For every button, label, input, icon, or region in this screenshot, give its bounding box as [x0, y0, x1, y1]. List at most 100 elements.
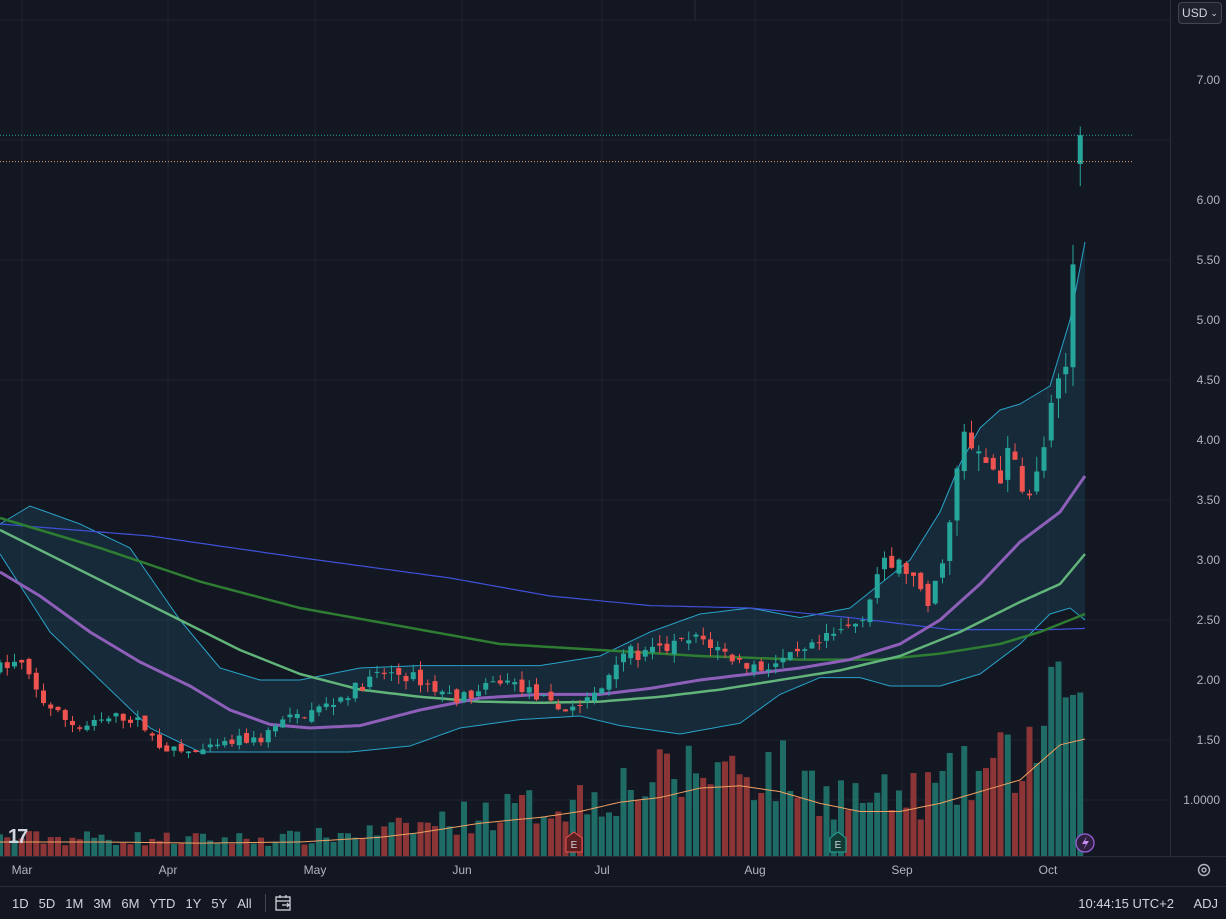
price-axis[interactable]: 7.00 6.00 5.50 5.00 4.50 4.00 3.50 3.00 2.50 2.00…: [1170, 0, 1226, 856]
candle-body: [787, 652, 793, 660]
range-button-1m[interactable]: 1M: [65, 895, 84, 911]
volume-bar: [395, 817, 402, 856]
clock-readout[interactable]: 10:44:15 UTC+2: [1078, 896, 1174, 911]
candle-body: [671, 640, 677, 655]
candle-body: [178, 743, 184, 752]
candle-body: [693, 634, 699, 637]
candle-body: [932, 580, 938, 604]
candle-body: [628, 646, 634, 659]
time-tick-label: Apr: [158, 863, 178, 877]
volume-bar: [142, 845, 148, 856]
volume-bar: [1070, 694, 1076, 856]
calendar-goto-date-icon[interactable]: [274, 894, 294, 912]
volume-bar: [105, 839, 112, 856]
volume-bar: [468, 833, 475, 856]
volume-bar: [751, 800, 757, 856]
volume-bar: [0, 834, 3, 856]
volume-bar: [961, 745, 968, 856]
volume-bar: [816, 815, 823, 856]
volume-bar: [11, 840, 18, 856]
range-button-1d[interactable]: 1D: [12, 895, 29, 911]
candle-body: [251, 737, 257, 743]
range-button-1y[interactable]: 1Y: [185, 895, 202, 911]
volume-bar: [620, 767, 627, 856]
candle-body: [418, 669, 423, 686]
currency-selector[interactable]: USD ⌄: [1178, 2, 1222, 24]
range-button-5d[interactable]: 5D: [38, 895, 56, 911]
ma-light-green-line: [0, 528, 1086, 705]
chart-grid: [0, 0, 1170, 856]
volume-bar: [1012, 792, 1018, 856]
volume-bar: [497, 822, 504, 856]
candle-body: [657, 643, 663, 646]
candle-body: [1048, 402, 1054, 441]
volume-bar: [765, 751, 772, 856]
volume-bar: [359, 838, 366, 856]
volume-bar: [120, 842, 127, 856]
range-buttons: 1D 5D 1M 3M 6M YTD 1Y 5Y All: [0, 896, 257, 911]
band-fill: [0, 242, 1085, 752]
volume-bar: [714, 762, 721, 856]
earnings-marker[interactable]: E: [565, 831, 583, 853]
candle-body: [77, 727, 83, 729]
volume-bar: [330, 841, 337, 856]
volume-bar: [678, 796, 685, 856]
candle-body: [265, 730, 271, 743]
volume-bar: [888, 809, 895, 856]
volume-bar: [221, 837, 228, 856]
range-button-all[interactable]: All: [237, 895, 252, 911]
volume-bar: [316, 827, 322, 856]
candle-body: [99, 719, 104, 721]
volume-bar: [1062, 697, 1069, 856]
candle-body: [700, 635, 706, 640]
time-tick-label: Oct: [1038, 863, 1058, 877]
volume-bar: [403, 822, 409, 856]
candle-body: [55, 706, 61, 711]
candle-body: [613, 664, 619, 680]
volume-bar: [258, 837, 264, 856]
adj-toggle-button[interactable]: ADJ: [1193, 896, 1218, 911]
candle-body: [4, 662, 10, 669]
candle-body: [780, 657, 786, 663]
candle-body: [70, 720, 75, 726]
settings-gear-icon[interactable]: [1196, 862, 1212, 878]
time-axis[interactable]: Mar Apr May Jun Jul Aug Sep Oct: [0, 856, 1226, 884]
range-button-3m[interactable]: 3M: [93, 895, 112, 911]
tradingview-logo[interactable]: 17: [8, 826, 28, 848]
candle-body: [236, 735, 242, 746]
candle-body: [193, 750, 199, 753]
time-tick-label: Aug: [744, 863, 766, 877]
candle-body: [961, 431, 967, 472]
candle-body: [200, 749, 206, 755]
candle-body: [773, 663, 779, 667]
volume-bar: [656, 749, 663, 856]
candle-body: [1077, 135, 1083, 164]
volume-bar: [758, 792, 765, 856]
volume-bar: [997, 732, 1004, 856]
volume-bar: [1004, 734, 1011, 856]
range-button-6m[interactable]: 6M: [121, 895, 140, 911]
candle-body: [62, 710, 68, 720]
candle-body: [381, 672, 387, 675]
candle-body: [454, 689, 460, 703]
volume-bar: [577, 785, 583, 856]
volume-bar: [388, 822, 395, 856]
bottom-toolbar: 1D 5D 1M 3M 6M YTD 1Y 5Y All 10:44:15 UTC+2 ADJ: [0, 886, 1226, 919]
candle-body: [302, 717, 307, 719]
flash-event-icon[interactable]: [1075, 833, 1095, 853]
time-tick-label: Sep: [891, 863, 913, 877]
volume-bar: [76, 839, 83, 856]
range-button-ytd[interactable]: YTD: [149, 895, 176, 911]
price-tick-label: 5.00: [1196, 313, 1220, 327]
price-tick-label: 2.50: [1196, 613, 1220, 627]
volume-bar: [156, 840, 163, 856]
range-button-5y[interactable]: 5Y: [211, 895, 228, 911]
volume-bar: [649, 782, 656, 856]
earnings-marker[interactable]: E: [829, 831, 847, 853]
candle-body: [294, 714, 300, 718]
volume-bar: [954, 804, 960, 856]
candle-body: [403, 676, 409, 682]
